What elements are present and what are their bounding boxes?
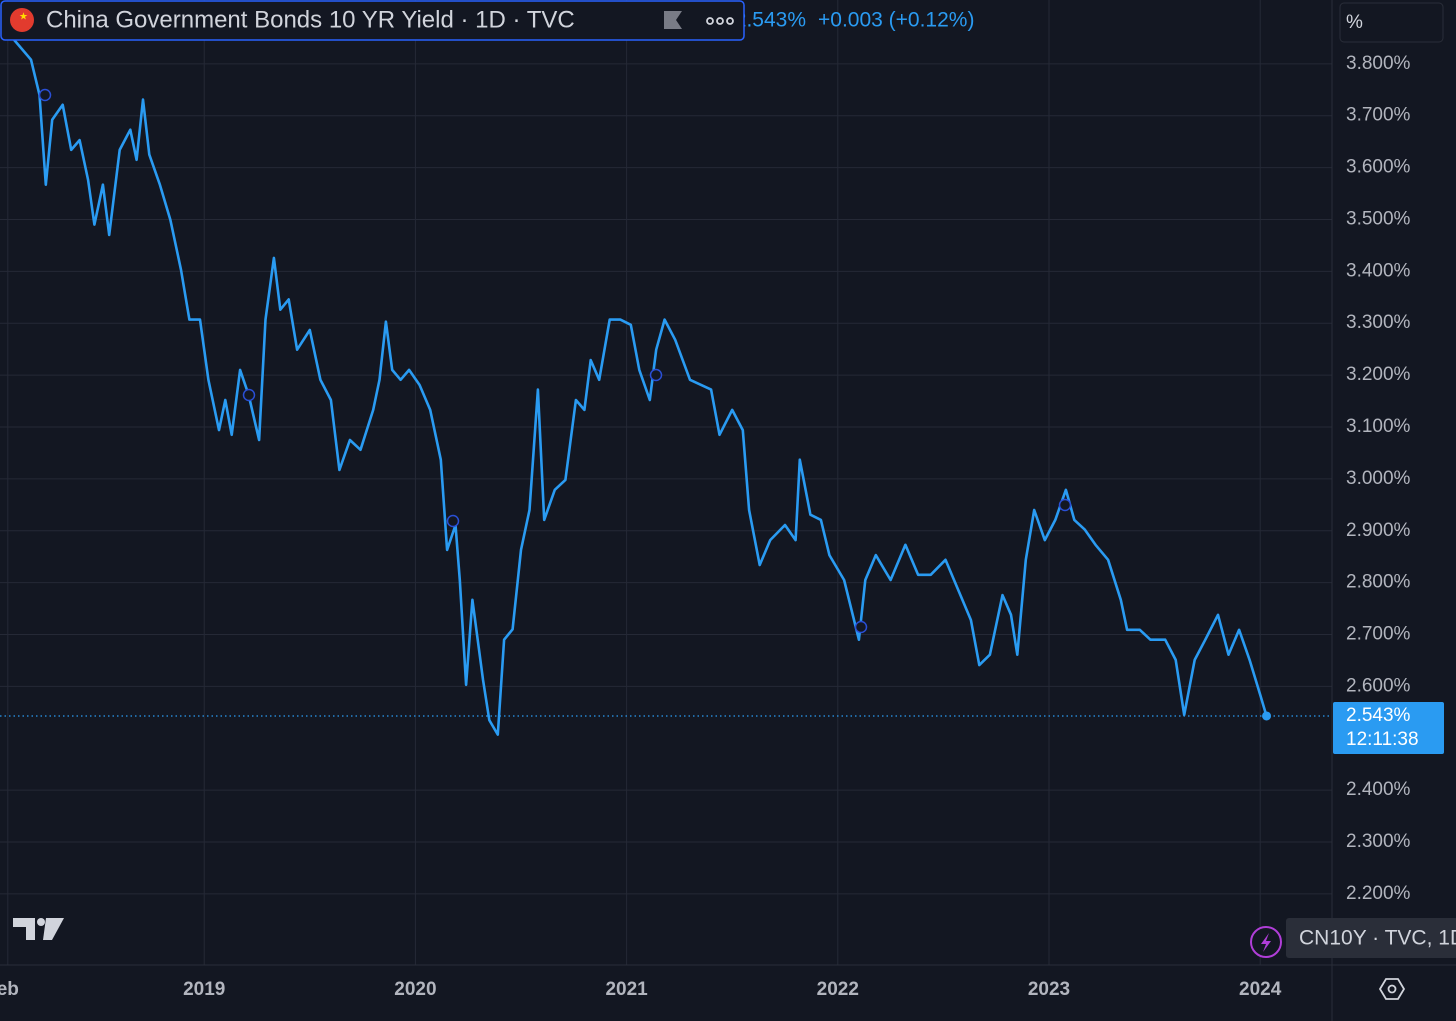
event-markers bbox=[38, 88, 1072, 634]
last-value-label: 2.543% bbox=[1346, 705, 1411, 726]
more-button[interactable] bbox=[706, 17, 734, 25]
header-change: +0.003 (+0.12%) bbox=[818, 9, 974, 32]
y-tick-label: 3.100% bbox=[1346, 416, 1411, 437]
last-value: 2.543% 12:11:38 bbox=[1333, 701, 1444, 754]
y-tick-label: 2.200% bbox=[1346, 883, 1411, 904]
symbol-label: CN10Y · TVC, 1D bbox=[1299, 927, 1456, 950]
x-tick-label: 2020 bbox=[394, 979, 436, 1000]
y-tick-label: 2.900% bbox=[1346, 520, 1411, 541]
x-tick-label: 2022 bbox=[817, 979, 859, 1000]
header-price: 2.543% bbox=[735, 9, 806, 32]
y-tick-label: 2.800% bbox=[1346, 572, 1411, 593]
y-tick-label: 3.000% bbox=[1346, 468, 1411, 489]
alert-bolt bbox=[1261, 933, 1271, 952]
plot bbox=[0, 39, 1332, 736]
event-marker[interactable] bbox=[38, 88, 52, 102]
unit-box[interactable] bbox=[1339, 2, 1444, 43]
flag-star: ★ bbox=[19, 12, 28, 23]
price-axis bbox=[1332, 0, 1456, 1021]
axes: 2.200% 2.300% 2.400% 2.600% 2.700% 2.800% 2.90… bbox=[0, 53, 1411, 1000]
x-tick-label: 2019 bbox=[183, 979, 225, 1000]
symbol-tag[interactable] bbox=[1286, 918, 1456, 958]
header-box[interactable] bbox=[0, 0, 745, 41]
x-tick-label: 2024 bbox=[1239, 979, 1282, 1000]
last-point bbox=[1262, 711, 1272, 721]
x-tick-label: 2023 bbox=[1028, 979, 1070, 1000]
event-marker[interactable] bbox=[242, 388, 256, 402]
event-marker[interactable] bbox=[446, 514, 460, 528]
flag-button[interactable] bbox=[664, 11, 682, 29]
y-tick-label: 3.200% bbox=[1346, 364, 1411, 385]
y-tick-label: 2.300% bbox=[1346, 831, 1411, 852]
flag-icon bbox=[10, 8, 34, 32]
y-tick-label: 2.400% bbox=[1346, 779, 1411, 800]
event-marker[interactable] bbox=[1058, 498, 1072, 512]
event-marker[interactable] bbox=[854, 620, 868, 634]
y-tick-label: 3.600% bbox=[1346, 157, 1411, 178]
x-tick-label: eb bbox=[0, 979, 19, 1000]
grid bbox=[0, 0, 1332, 965]
tv-logo bbox=[13, 918, 64, 940]
price-line bbox=[13, 39, 1268, 736]
countdown: 12:11:38 bbox=[1346, 729, 1419, 750]
event-marker[interactable] bbox=[649, 368, 663, 382]
y-tick-label: 3.500% bbox=[1346, 208, 1411, 229]
header-title: China Government Bonds 10 YR Yield · 1D … bbox=[46, 6, 575, 33]
settings-button[interactable] bbox=[1378, 978, 1406, 1000]
last-value-tag bbox=[1333, 701, 1444, 754]
axis-unit: % bbox=[1346, 12, 1363, 33]
y-tick-label: 2.600% bbox=[1346, 675, 1411, 696]
y-tick-label: 3.800% bbox=[1346, 53, 1411, 74]
y-tick-label: 3.300% bbox=[1346, 312, 1411, 333]
y-tick-label: 3.700% bbox=[1346, 105, 1411, 126]
y-tick-label: 3.400% bbox=[1346, 260, 1411, 281]
x-tick-label: 2021 bbox=[605, 979, 648, 1000]
y-tick-label: 2.700% bbox=[1346, 624, 1411, 645]
